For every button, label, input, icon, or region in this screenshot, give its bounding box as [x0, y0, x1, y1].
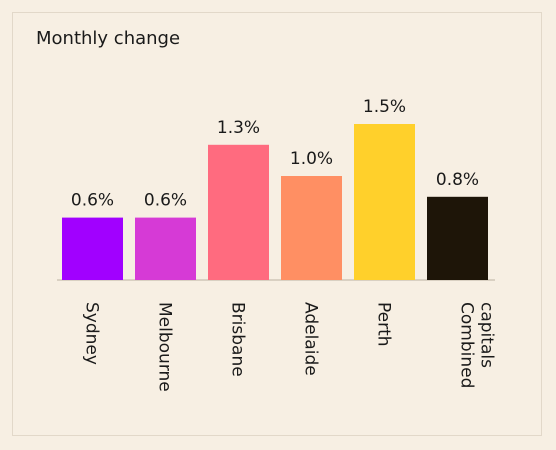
category-label: Brisbane [228, 302, 248, 377]
bar [354, 124, 415, 280]
bar-value-label: 0.6% [144, 191, 187, 211]
bar-value-label: 0.6% [71, 191, 114, 211]
category-label: Adelaide [301, 302, 321, 376]
bar [208, 144, 269, 280]
bar [281, 176, 342, 280]
bar-value-label: 1.5% [363, 97, 406, 117]
category-label: Sydney [82, 302, 102, 365]
bar-value-label: 1.3% [217, 118, 260, 138]
category-label: Melbourne [155, 302, 175, 392]
category-label: Perth [374, 302, 394, 347]
bar-value-label: 1.0% [290, 149, 333, 169]
bar [62, 217, 123, 280]
chart-title: Monthly change [36, 28, 181, 49]
bar [427, 196, 488, 280]
category-label: Combinedcapitals [457, 302, 497, 388]
bar-value-label: 0.8% [436, 170, 479, 190]
bar [135, 217, 196, 280]
